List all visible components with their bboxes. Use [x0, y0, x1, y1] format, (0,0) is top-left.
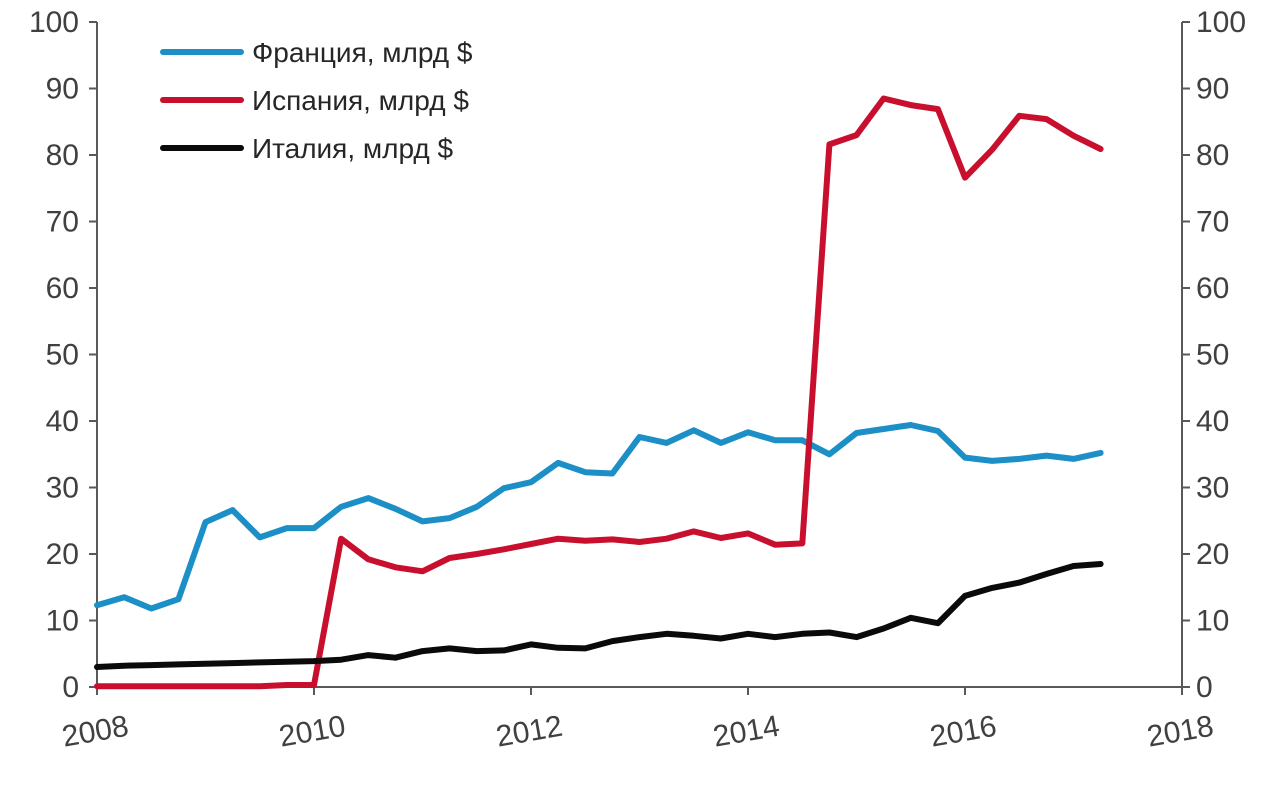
y-tick-label-left: 40: [46, 405, 79, 438]
series-line-2: [94, 95, 1104, 690]
x-tick-label: 2010: [277, 710, 348, 754]
y-tick-label-left: 60: [46, 272, 79, 305]
y-tick-label-right: 100: [1196, 6, 1246, 39]
y-tick-label-right: 80: [1196, 139, 1229, 172]
x-tick-label: 2018: [1145, 710, 1216, 754]
x-tick-label: 2016: [928, 710, 999, 754]
legend-label-1: Франция, млрд $: [252, 37, 473, 68]
legend-label-3: Италия, млрд $: [252, 133, 454, 164]
y-tick-label-right: 40: [1196, 405, 1229, 438]
x-axis-ticks: 2008 2010 2012 2014 2016 2018: [60, 687, 1216, 754]
y-tick-label-left: 0: [62, 671, 79, 704]
x-tick-label: 2014: [711, 710, 782, 754]
y-tick-label-right: 50: [1196, 339, 1229, 372]
axes: [96, 22, 1183, 688]
x-tick-label: 2008: [60, 710, 131, 754]
series-lines: [94, 95, 1104, 690]
legend: Франция, млрд $ Испания, млрд $ Италия, мл…: [160, 37, 473, 164]
y-tick-label-right: 70: [1196, 206, 1229, 239]
y-tick-label-right: 20: [1196, 538, 1229, 571]
y-tick-label-left: 100: [29, 6, 79, 39]
y-tick-label-right: 10: [1196, 605, 1229, 638]
right-y-axis-ticks: 0 10 20 30 40 50 60 70 80 90 100: [1182, 6, 1246, 704]
y-tick-label-left: 20: [46, 538, 79, 571]
y-tick-label-left: 50: [46, 339, 79, 372]
x-tick-label: 2012: [494, 710, 565, 754]
legend-label-2: Испания, млрд $: [252, 85, 469, 116]
y-tick-label-right: 60: [1196, 272, 1229, 305]
series-line-1: [94, 422, 1104, 612]
y-tick-label-right: 90: [1196, 73, 1229, 106]
y-tick-label-left: 30: [46, 472, 79, 505]
y-tick-label-left: 80: [46, 139, 79, 172]
y-tick-label-right: 30: [1196, 472, 1229, 505]
y-tick-label-left: 10: [46, 605, 79, 638]
y-tick-label-left: 70: [46, 206, 79, 239]
series-line-3: [94, 561, 1104, 670]
y-tick-label-left: 90: [46, 73, 79, 106]
left-y-axis-ticks: 0 10 20 30 40 50 60 70 80 90 100: [29, 6, 97, 704]
y-tick-label-right: 0: [1196, 671, 1213, 704]
